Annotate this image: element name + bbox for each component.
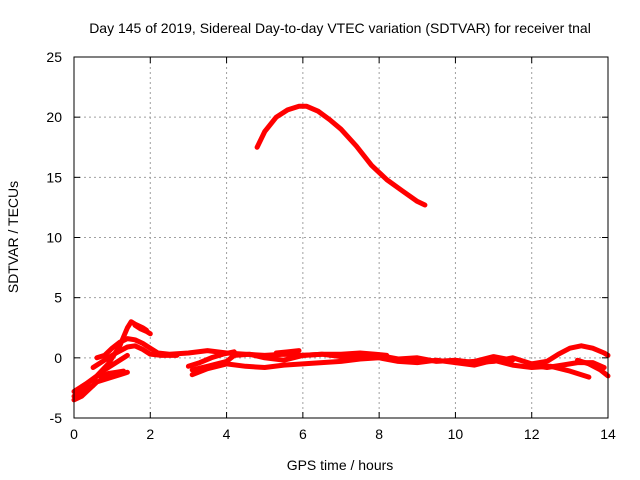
series-arc-rise-low (71, 369, 130, 403)
series-arc-mid-band (189, 351, 550, 373)
x-tick-label: 4 (223, 426, 231, 442)
y-tick-label: 10 (46, 230, 62, 246)
series-arc-early-high (132, 322, 153, 337)
series-arc-early-wave (98, 368, 127, 380)
x-tick-label: 8 (375, 426, 383, 442)
y-tick-label: 0 (54, 350, 62, 366)
series-group (71, 103, 611, 403)
series-arc-pre-peak (79, 352, 130, 390)
series-arc-start-extra (71, 383, 96, 399)
series-arc-late-wave (452, 354, 516, 366)
y-tick-label: 25 (46, 49, 62, 65)
series-arc-main-lower (90, 343, 180, 370)
series-arc-tail (575, 357, 611, 379)
x-axis-label: GPS time / hours (287, 457, 394, 473)
series-arc-start-bridge (185, 349, 237, 369)
y-tick-label: 15 (46, 169, 62, 185)
series-arc-high (254, 103, 428, 208)
y-tick-label: 20 (46, 109, 62, 125)
series-arc-mid-small (273, 348, 302, 356)
x-tick-label: 14 (600, 426, 616, 442)
series-arc-end (529, 343, 611, 367)
y-tick-label: -5 (50, 410, 63, 426)
series-arc-end-lower (529, 360, 607, 370)
x-tick-label: 0 (70, 426, 78, 442)
y-axis-label: SDTVAR / TECUs (5, 181, 21, 293)
x-tick-label: 2 (146, 426, 154, 442)
x-tick-label: 6 (299, 426, 307, 442)
axis-ticks: 0 2 4 6 8 10 12 14 -5 0 5 10 15 20 25 (46, 49, 616, 442)
x-tick-label: 12 (524, 426, 540, 442)
y-tick-label: 5 (54, 290, 62, 306)
chart-title: Day 145 of 2019, Sidereal Day-to-day VTE… (89, 20, 591, 36)
x-tick-label: 10 (448, 426, 464, 442)
